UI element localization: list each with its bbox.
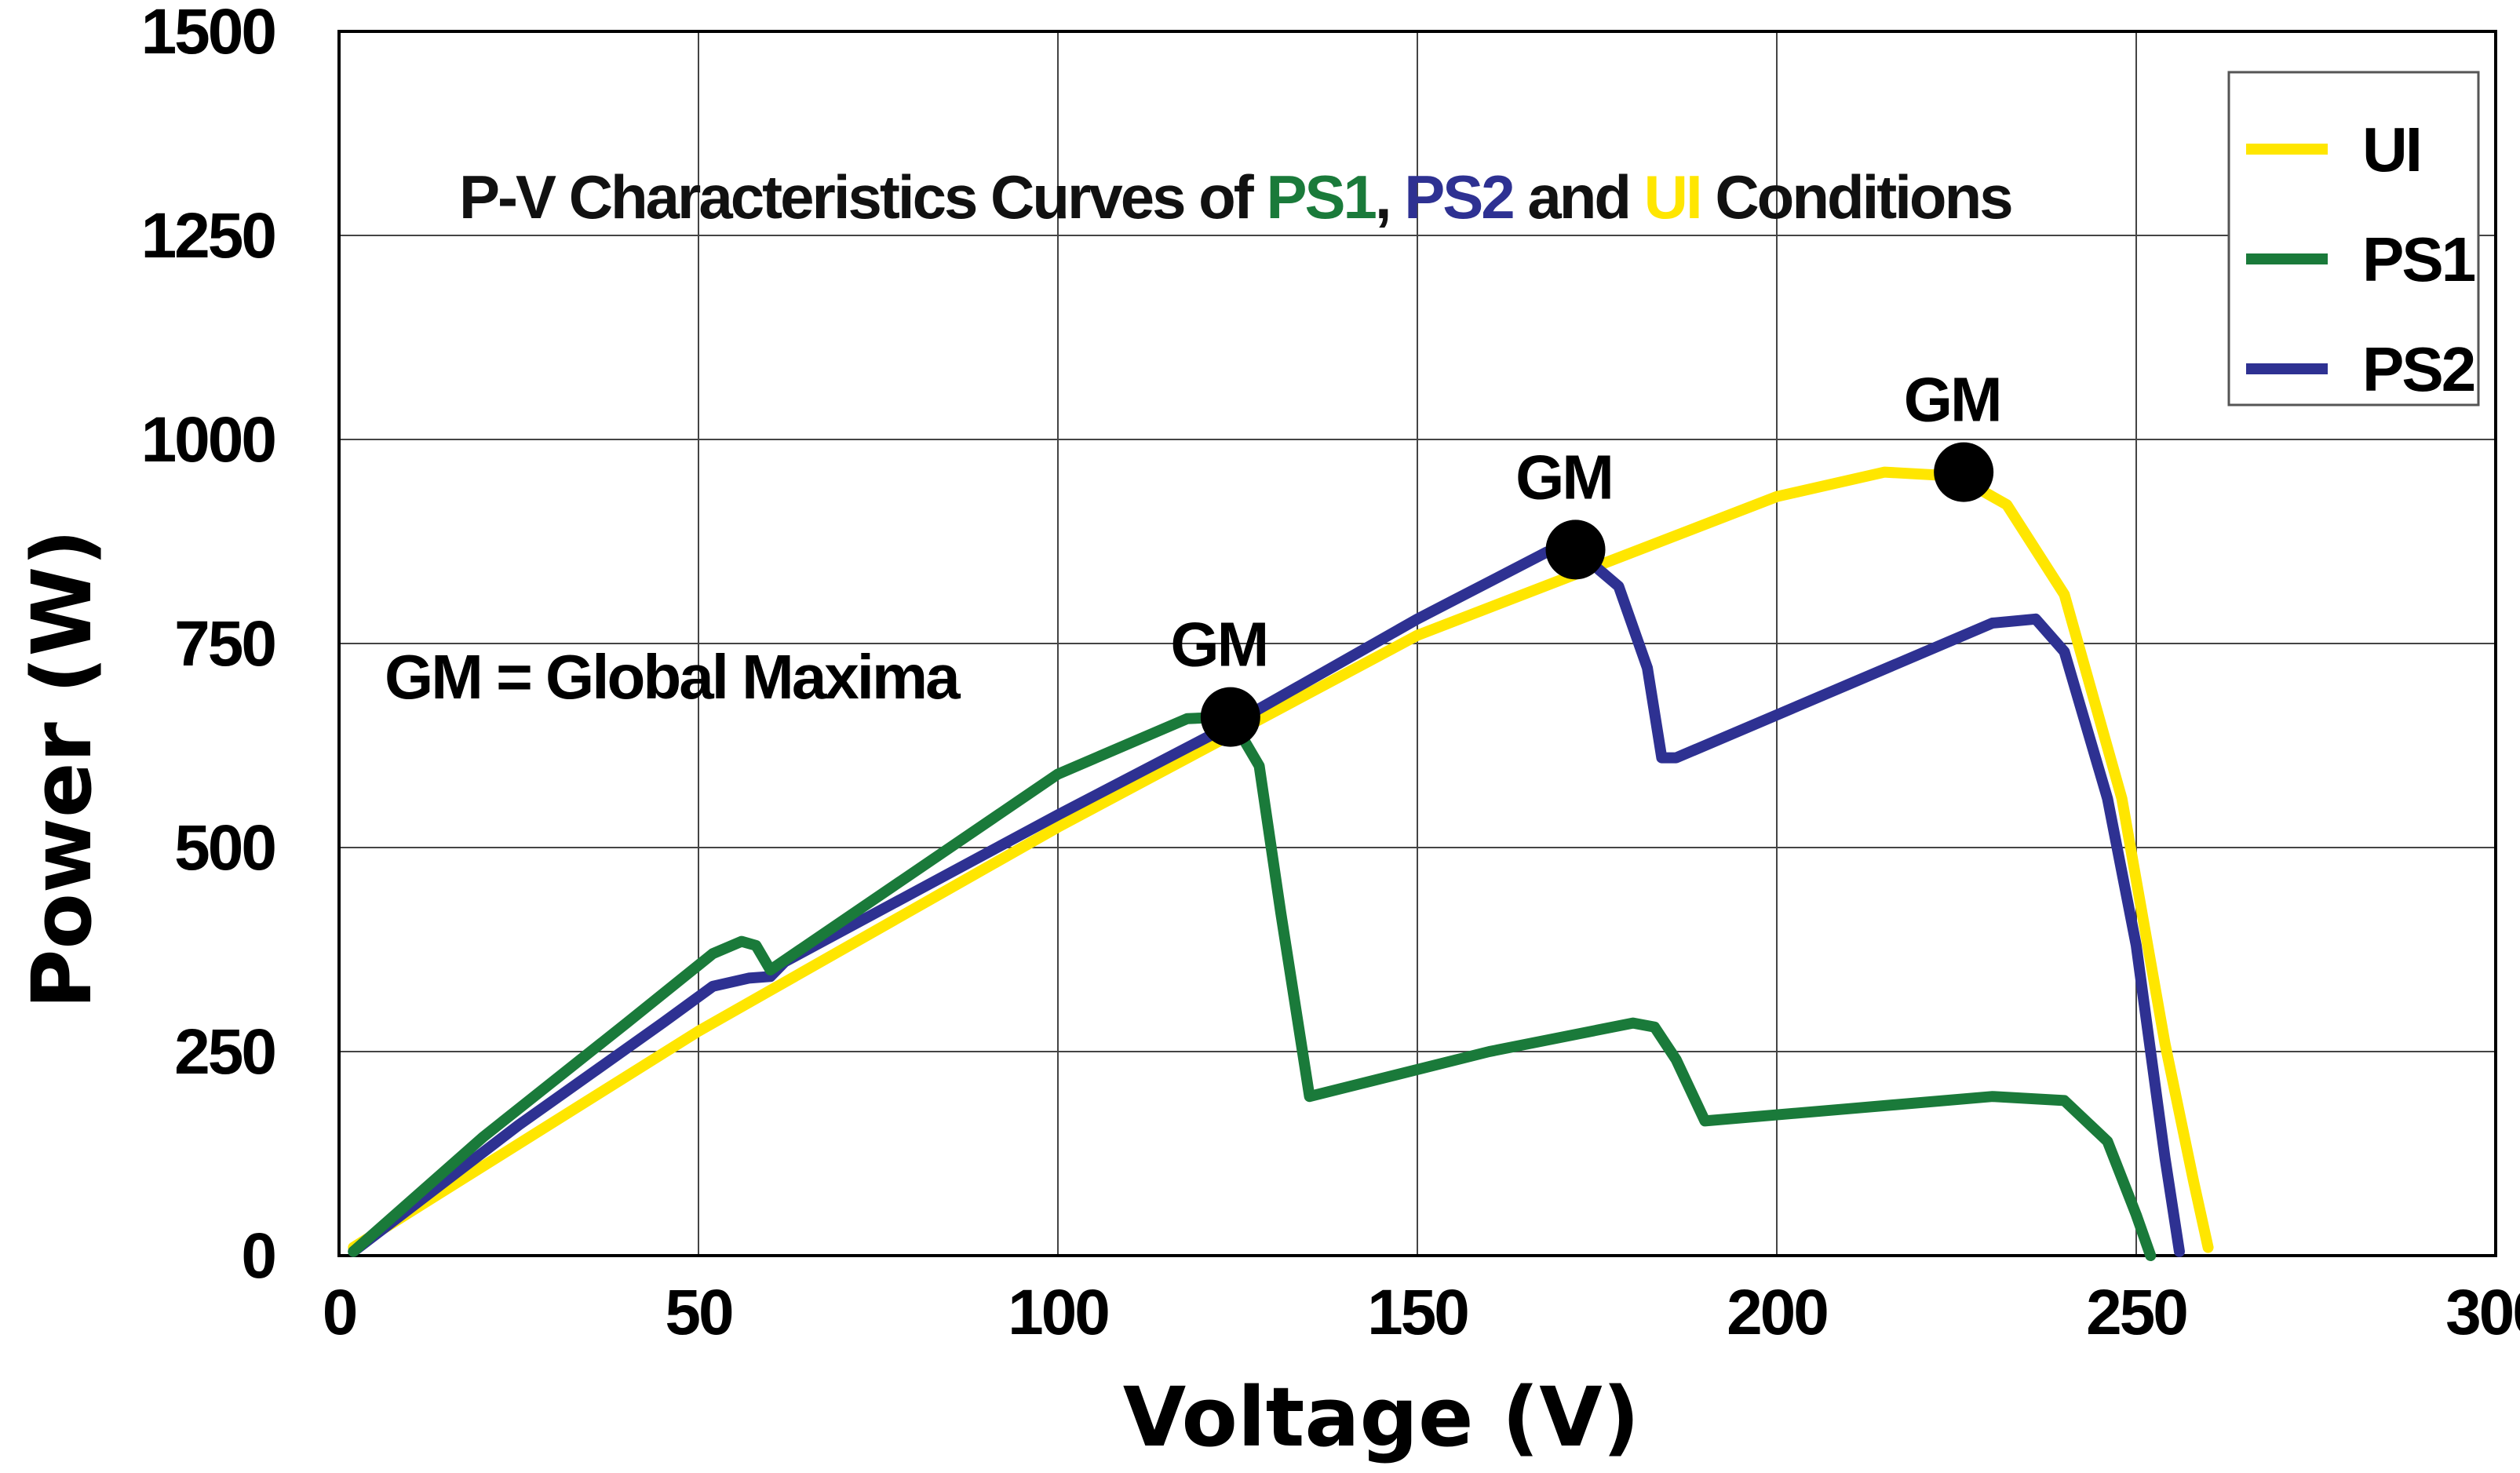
plot-frame [337,30,2497,1257]
gm-marker-ps1 [1200,687,1260,747]
y-tick-label: 1500 [141,0,275,67]
title-part: , [1375,162,1404,232]
legend-label-ui: UI [2362,115,2420,184]
title-part: P-V Characteristics Curves of [459,162,1266,232]
title-part: and [1513,162,1644,232]
x-axis-label: Voltage (V) [1123,1369,1640,1465]
chart-title: P-V Characteristics Curves of PS1, PS2 a… [459,162,2011,232]
y-axis-label: Power (W) [14,529,110,1009]
gm-marker-ps2 [1545,520,1606,580]
gm-annotation: GM = Global Maxima [385,642,961,712]
title-part: PS1 [1266,162,1376,232]
legend-label-ps1: PS1 [2362,224,2475,294]
x-tick-labels: 0 50 100 150 200 250 300 [323,1277,2520,1348]
gm-label-ps1: GM [1170,610,1267,680]
x-tick-label: 100 [1008,1277,1108,1348]
gm-label-ps2: GM [1515,442,1612,512]
gm-marker-ui [1934,442,1994,502]
gm-label-ui: GM [1904,365,2000,435]
y-tick-label: 500 [174,812,275,884]
y-tick-label: 0 [241,1220,275,1292]
x-tick-label: 0 [323,1277,356,1348]
y-tick-labels: 0 250 500 750 1000 1250 1500 [141,0,278,1292]
x-tick-label: 300 [2445,1277,2520,1348]
title-part: Conditions [1701,162,2012,232]
y-tick-label: 750 [174,608,275,680]
y-tick-label: 1250 [141,200,275,272]
title-part: UI [1644,162,1701,232]
legend: UI PS1 PS2 [2227,71,2480,407]
series-line-ps1 [348,711,2157,1261]
grid-lines [339,31,2496,1256]
y-tick-label: 1000 [141,404,275,476]
legend-box [2227,71,2480,407]
marker-layer: GM GM GM [1170,365,2003,747]
x-tick-label: 150 [1367,1277,1468,1348]
x-tick-label: 50 [665,1277,732,1348]
y-tick-label: 250 [174,1016,275,1088]
legend-label-ps2: PS2 [2362,334,2474,404]
x-tick-label: 250 [2086,1277,2186,1348]
x-tick-label: 200 [1727,1277,1827,1348]
title-part: PS2 [1404,162,1513,232]
